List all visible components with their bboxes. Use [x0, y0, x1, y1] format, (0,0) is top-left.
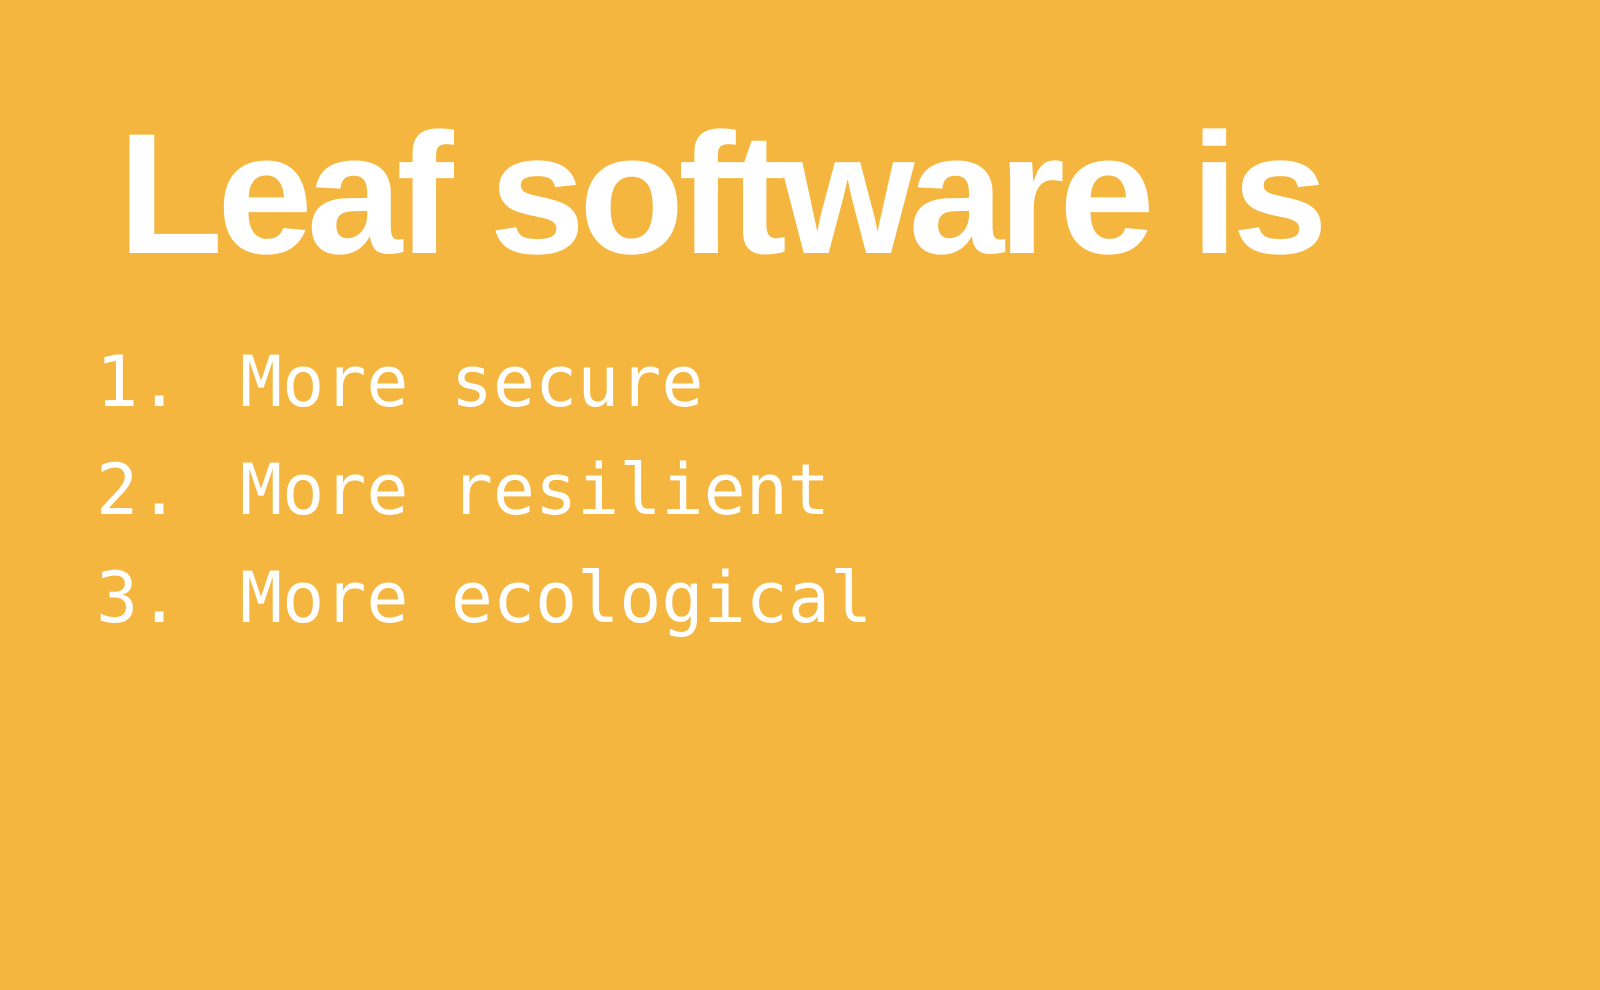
list-item-text: More ecological: [240, 557, 873, 639]
list-item-number: 2.: [96, 449, 181, 531]
benefits-list: 1. More secure 2. More resilient 3. More…: [96, 328, 872, 652]
list-item: 3. More ecological: [96, 544, 872, 652]
list-item-text: More secure: [240, 341, 704, 423]
list-item: 1. More secure: [96, 328, 872, 436]
list-item-number: 1.: [96, 341, 181, 423]
list-item-number: 3.: [96, 557, 181, 639]
list-item: 2. More resilient: [96, 436, 872, 544]
list-item-text: More resilient: [240, 449, 831, 531]
slide-title: Leaf software is: [118, 98, 1328, 290]
